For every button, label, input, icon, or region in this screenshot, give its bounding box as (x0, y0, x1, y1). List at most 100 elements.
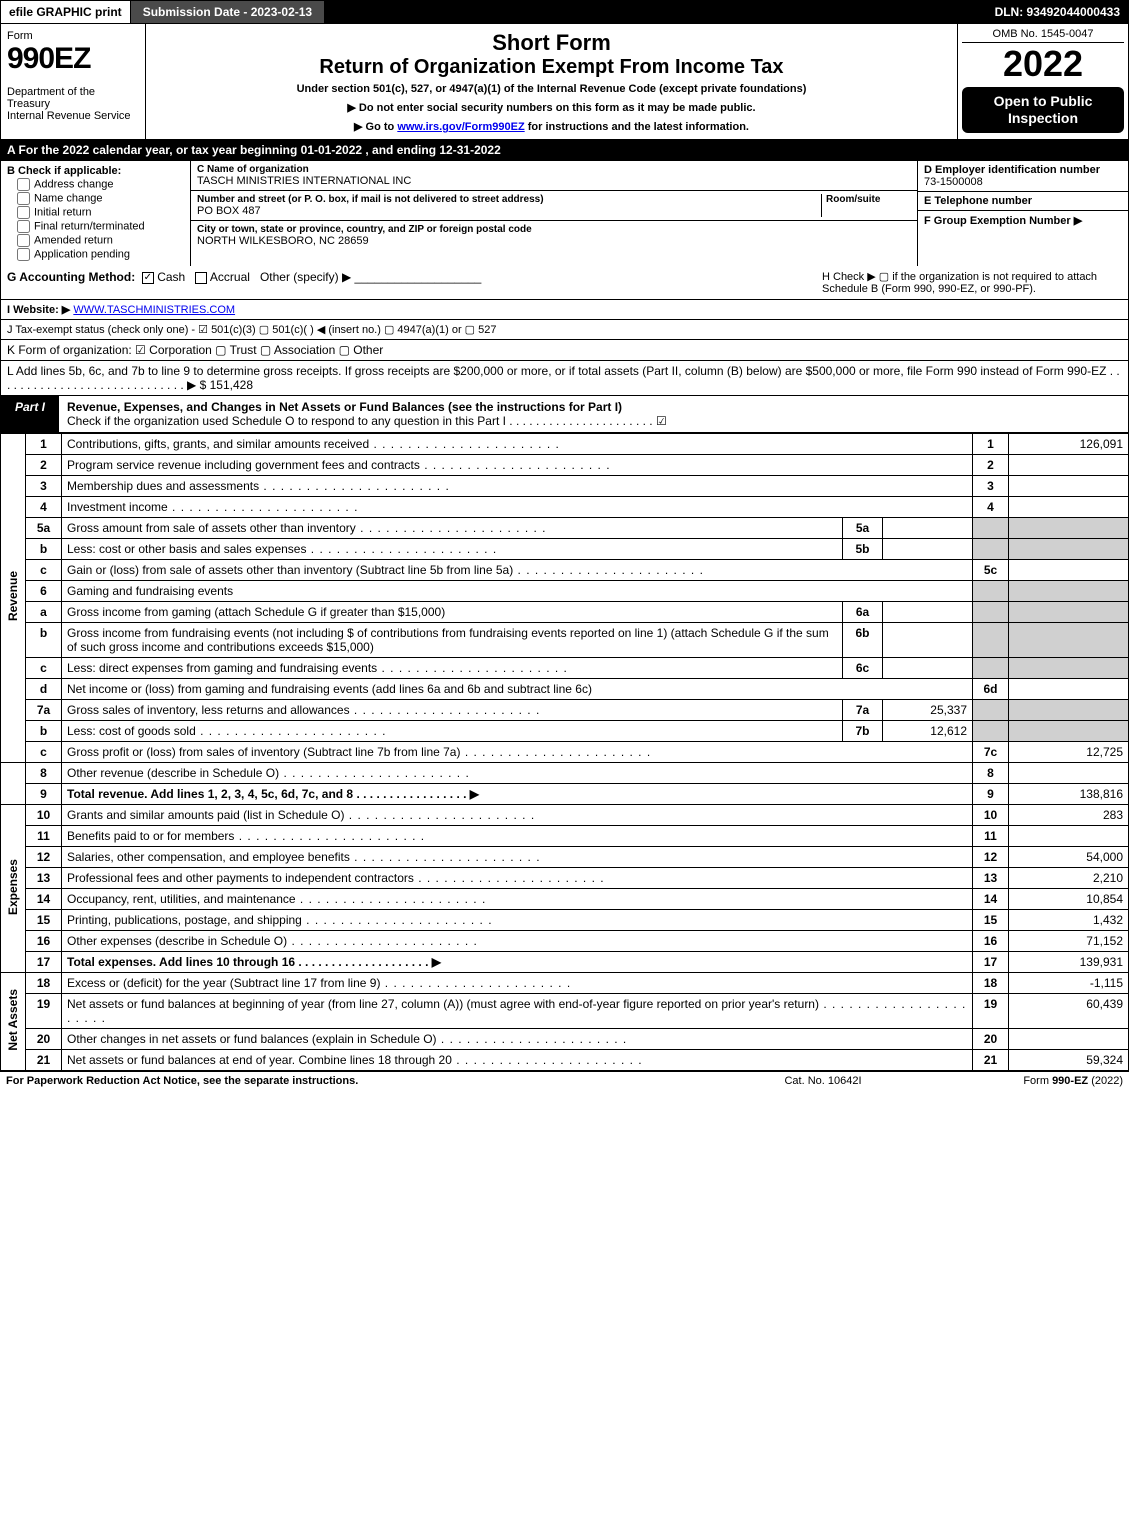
submission-date: Submission Date - 2023-02-13 (131, 1, 325, 23)
part-i-check: Check if the organization used Schedule … (67, 414, 667, 428)
page-footer: For Paperwork Reduction Act Notice, see … (0, 1071, 1129, 1090)
cb-cash[interactable]: ✓ (142, 272, 154, 284)
cb-application-pending[interactable]: Application pending (17, 248, 184, 261)
room-suite-label: Room/suite (826, 194, 911, 205)
side-net-assets: Net Assets (1, 973, 26, 1071)
note-goto-post: for instructions and the latest informat… (525, 121, 749, 133)
row-15: 15Printing, publications, postage, and s… (1, 910, 1129, 931)
cb-accrual[interactable] (195, 272, 207, 284)
cb-name-change[interactable]: Name change (17, 192, 184, 205)
irs-link[interactable]: www.irs.gov/Form990EZ (397, 121, 524, 133)
c-city-label: City or town, state or province, country… (197, 224, 911, 235)
f-label: F Group Exemption Number ▶ (924, 214, 1122, 227)
row-6a: aGross income from gaming (attach Schedu… (1, 602, 1129, 623)
h-block: H Check ▶ ▢ if the organization is not r… (822, 270, 1122, 295)
row-14: 14Occupancy, rent, utilities, and mainte… (1, 889, 1129, 910)
row-5c: cGain or (loss) from sale of assets othe… (1, 560, 1129, 581)
org-name: TASCH MINISTRIES INTERNATIONAL INC (197, 175, 911, 187)
form-word: Form (7, 30, 139, 42)
b-label: B Check if applicable: (7, 165, 121, 177)
row-13: 13Professional fees and other payments t… (1, 868, 1129, 889)
c-city-block: City or town, state or province, country… (191, 221, 917, 250)
omb-number: OMB No. 1545-0047 (962, 28, 1124, 43)
row-5b: bLess: cost or other basis and sales exp… (1, 539, 1129, 560)
efile-print-label[interactable]: efile GRAPHIC print (1, 1, 131, 23)
title-short-form: Short Form (152, 30, 951, 56)
row-19: 19Net assets or fund balances at beginni… (1, 994, 1129, 1029)
c-name-block: C Name of organization TASCH MINISTRIES … (191, 161, 917, 191)
row-10: Expenses 10Grants and similar amounts pa… (1, 805, 1129, 826)
row-2: 2Program service revenue including gover… (1, 455, 1129, 476)
d-block: D Employer identification number 73-1500… (918, 161, 1128, 192)
f-block: F Group Exemption Number ▶ (918, 211, 1128, 230)
row-a-tax-year: A For the 2022 calendar year, or tax yea… (0, 140, 1129, 161)
footer-right: Form 990-EZ (2022) (923, 1075, 1123, 1087)
section-l: L Add lines 5b, 6c, and 7b to line 9 to … (0, 361, 1129, 396)
ein-value: 73-1500008 (924, 176, 1122, 188)
cb-initial-return[interactable]: Initial return (17, 206, 184, 219)
col-b: B Check if applicable: Address change Na… (1, 161, 191, 266)
row-7b: bLess: cost of goods sold7b12,612 (1, 721, 1129, 742)
header-right: OMB No. 1545-0047 2022 Open to Public In… (958, 24, 1128, 139)
org-street: PO BOX 487 (197, 205, 821, 217)
form-header: Form 990EZ Department of the Treasury In… (0, 24, 1129, 140)
cb-final-return[interactable]: Final return/terminated (17, 220, 184, 233)
row-16: 16Other expenses (describe in Schedule O… (1, 931, 1129, 952)
c-street-label: Number and street (or P. O. box, if mail… (197, 194, 821, 205)
topbar-spacer (325, 1, 986, 23)
part-i-bar: Part I Revenue, Expenses, and Changes in… (0, 396, 1129, 433)
row-7a: 7aGross sales of inventory, less returns… (1, 700, 1129, 721)
cb-amended-return[interactable]: Amended return (17, 234, 184, 247)
section-i: I Website: ▶ WWW.TASCHMINISTRIES.COM (0, 300, 1129, 319)
row-20: 20Other changes in net assets or fund ba… (1, 1029, 1129, 1050)
row-3: 3Membership dues and assessments3 (1, 476, 1129, 497)
public-inspection-badge: Open to Public Inspection (962, 87, 1124, 133)
cb-address-change-input[interactable] (17, 178, 30, 191)
cb-amended-return-input[interactable] (17, 234, 30, 247)
title-return: Return of Organization Exempt From Incom… (152, 56, 951, 79)
cb-application-pending-input[interactable] (17, 248, 30, 261)
footer-left: For Paperwork Reduction Act Notice, see … (6, 1075, 723, 1087)
row-7c: cGross profit or (loss) from sales of in… (1, 742, 1129, 763)
website-link[interactable]: WWW.TASCHMINISTRIES.COM (73, 304, 235, 316)
e-block: E Telephone number (918, 192, 1128, 211)
part-i-title: Revenue, Expenses, and Changes in Net As… (59, 396, 1128, 432)
section-j: J Tax-exempt status (check only one) - ☑… (0, 319, 1129, 340)
note-goto: ▶ Go to www.irs.gov/Form990EZ for instru… (152, 120, 951, 133)
note-goto-pre: ▶ Go to (354, 121, 397, 133)
row-6d: dNet income or (loss) from gaming and fu… (1, 679, 1129, 700)
col-c: C Name of organization TASCH MINISTRIES … (191, 161, 918, 266)
top-bar: efile GRAPHIC print Submission Date - 20… (0, 0, 1129, 24)
col-def: D Employer identification number 73-1500… (918, 161, 1128, 266)
note-ssn: ▶ Do not enter social security numbers o… (152, 101, 951, 114)
dln-label: DLN: 93492044000433 (987, 1, 1128, 23)
side-expenses: Expenses (1, 805, 26, 973)
l-text: L Add lines 5b, 6c, and 7b to line 9 to … (7, 364, 1120, 392)
cb-final-return-input[interactable] (17, 220, 30, 233)
cb-initial-return-input[interactable] (17, 206, 30, 219)
part-i-table: Revenue 1Contributions, gifts, grants, a… (0, 433, 1129, 1071)
org-city: NORTH WILKESBORO, NC 28659 (197, 235, 911, 247)
row-5a: 5aGross amount from sale of assets other… (1, 518, 1129, 539)
part-i-tag: Part I (1, 396, 59, 432)
tax-year: 2022 (962, 43, 1124, 85)
c-street-block: Number and street (or P. O. box, if mail… (191, 191, 917, 221)
cb-address-change[interactable]: Address change (17, 178, 184, 191)
dept-label: Department of the Treasury Internal Reve… (7, 86, 139, 122)
d-label: D Employer identification number (924, 164, 1122, 176)
subtitle: Under section 501(c), 527, or 4947(a)(1)… (152, 83, 951, 95)
row-9: 9Total revenue. Add lines 1, 2, 3, 4, 5c… (1, 784, 1129, 805)
side-revenue: Revenue (1, 434, 26, 763)
header-middle: Short Form Return of Organization Exempt… (146, 24, 958, 139)
e-label: E Telephone number (924, 195, 1122, 207)
row-6b: bGross income from fundraising events (n… (1, 623, 1129, 658)
g-block: G Accounting Method: ✓ Cash Accrual Othe… (7, 270, 822, 295)
section-g-h: G Accounting Method: ✓ Cash Accrual Othe… (0, 266, 1129, 300)
row-12: 12Salaries, other compensation, and empl… (1, 847, 1129, 868)
section-bcdef: B Check if applicable: Address change Na… (0, 161, 1129, 266)
row-6c: cLess: direct expenses from gaming and f… (1, 658, 1129, 679)
section-k: K Form of organization: ☑ Corporation ▢ … (0, 340, 1129, 361)
l-value: 151,428 (210, 378, 253, 392)
cb-name-change-input[interactable] (17, 192, 30, 205)
i-label: I Website: ▶ (7, 304, 70, 316)
